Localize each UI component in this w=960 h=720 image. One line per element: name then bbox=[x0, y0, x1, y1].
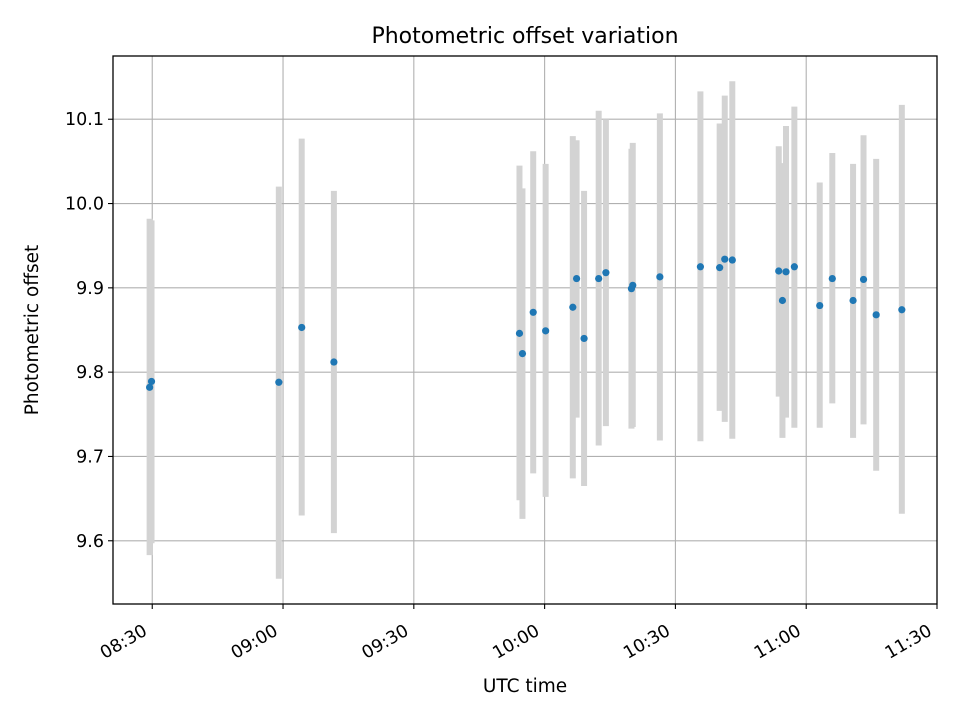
data-point bbox=[849, 296, 857, 305]
data-point bbox=[898, 306, 906, 314]
axis-ticks: 08:30 09:00 09:30 10:00 10:30 11:00 11:30 9.6 9.… bbox=[65, 110, 938, 664]
data-point bbox=[542, 327, 550, 335]
data-point bbox=[569, 303, 577, 311]
data-point bbox=[859, 275, 868, 284]
data-point bbox=[572, 274, 581, 283]
data-point bbox=[515, 329, 524, 337]
data-point bbox=[146, 383, 154, 391]
data-point bbox=[656, 273, 664, 281]
y-tick-label: 9.7 bbox=[76, 447, 104, 467]
x-tick-label: 11:30 bbox=[882, 621, 936, 664]
data-point bbox=[696, 263, 705, 271]
chart-title: Photometric offset variation bbox=[371, 24, 678, 49]
data-point bbox=[778, 296, 787, 305]
data-point bbox=[298, 323, 306, 332]
data-point bbox=[330, 358, 338, 366]
data-point bbox=[716, 264, 724, 272]
data-point bbox=[147, 377, 156, 386]
data-points bbox=[146, 255, 906, 391]
data-point bbox=[529, 308, 537, 316]
y-tick-label: 9.8 bbox=[76, 363, 104, 383]
x-tick-label: 11:00 bbox=[751, 621, 805, 664]
data-point bbox=[790, 263, 798, 271]
data-point bbox=[580, 334, 588, 343]
data-point bbox=[275, 378, 283, 386]
plot-frame bbox=[112, 55, 938, 605]
data-point bbox=[595, 274, 603, 283]
data-point bbox=[602, 269, 610, 277]
x-axis-label: UTC time bbox=[483, 676, 567, 697]
x-tick-label: 10:00 bbox=[489, 621, 543, 664]
x-tick-label: 09:00 bbox=[228, 621, 282, 664]
data-point bbox=[518, 350, 527, 358]
x-tick-label: 09:30 bbox=[359, 621, 413, 664]
data-point bbox=[728, 256, 736, 264]
x-tick-label: 10:30 bbox=[620, 621, 674, 664]
y-tick-label: 9.6 bbox=[76, 532, 104, 552]
y-axis-label: Photometric offset bbox=[22, 245, 43, 416]
y-tick-label: 10.0 bbox=[65, 195, 104, 215]
data-point bbox=[775, 267, 783, 275]
error-bars bbox=[146, 81, 905, 579]
data-point bbox=[828, 274, 836, 283]
y-tick-label: 10.1 bbox=[65, 110, 104, 130]
x-tick-label: 08:30 bbox=[97, 621, 151, 664]
data-point bbox=[721, 255, 729, 263]
data-point bbox=[782, 268, 790, 276]
data-point bbox=[816, 301, 824, 310]
data-point bbox=[629, 281, 637, 289]
y-tick-label: 9.9 bbox=[76, 279, 104, 299]
data-point bbox=[872, 311, 880, 319]
